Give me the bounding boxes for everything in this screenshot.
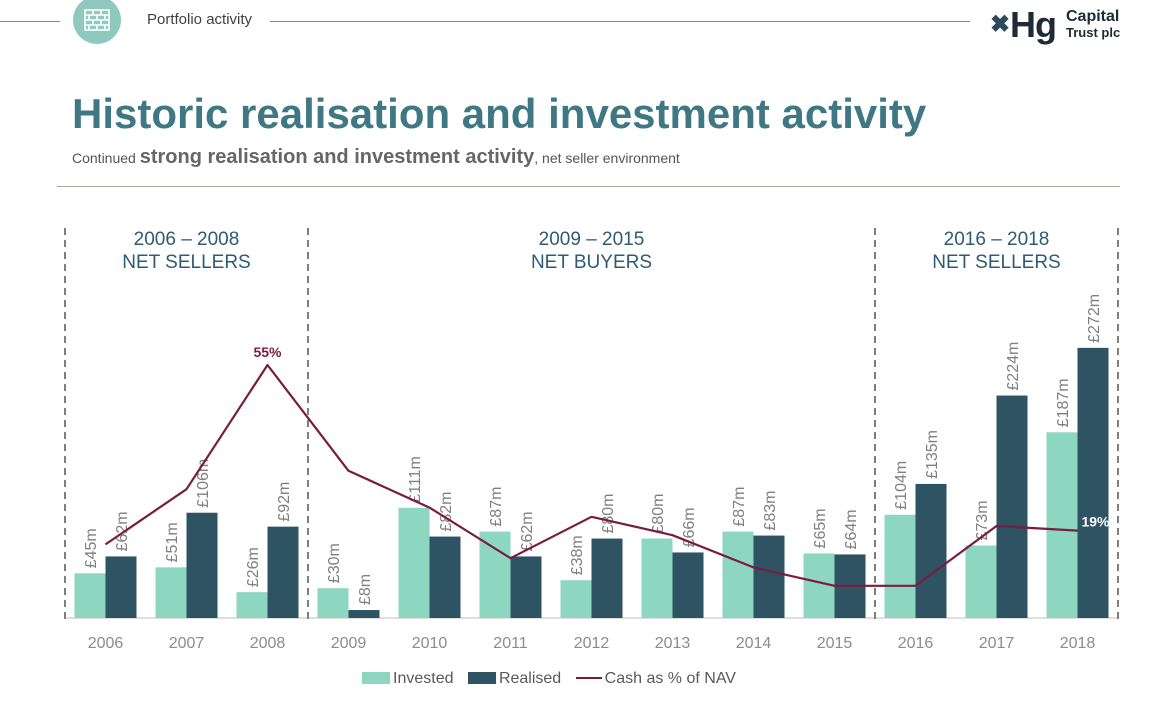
- legend-swatch-realised: [467, 671, 496, 684]
- data-label-invested-2008: £26m: [245, 547, 262, 587]
- logo-trust-text: Trust plc: [1066, 25, 1121, 40]
- legend-label-realised: Realised: [498, 670, 562, 687]
- brick-wall-icon: [73, 0, 121, 44]
- bar-realised-2016: [915, 483, 947, 618]
- bar-realised-2014: [753, 535, 785, 618]
- data-label-realised-2017: £224m: [1005, 342, 1022, 391]
- data-label-realised-2006: £62m: [114, 511, 131, 551]
- data-label-realised-2012: £80m: [600, 494, 617, 534]
- bar-invested-2016: [884, 514, 916, 618]
- bar-realised-2009: [348, 610, 380, 618]
- x-tick-2007: 2007: [169, 635, 205, 652]
- bar-invested-2011: [479, 531, 511, 618]
- data-label-realised-2007: £106m: [195, 459, 212, 508]
- x-tick-2011: 2011: [493, 635, 528, 652]
- chart-legend: Invested Realised Cash as % of NAV: [362, 669, 746, 689]
- x-tick-2008: 2008: [250, 635, 286, 652]
- data-label-realised-2014: £83m: [762, 491, 779, 531]
- bar-realised-2007: [186, 512, 218, 618]
- logo-hg-text: Hg: [1010, 4, 1057, 45]
- data-label-invested-2012: £38m: [569, 535, 586, 575]
- bar-invested-2008: [236, 592, 268, 618]
- legend-item-invested: Invested: [362, 669, 453, 689]
- x-tick-2010: 2010: [412, 635, 448, 652]
- header-rule: [270, 21, 970, 22]
- data-label-realised-2015: £64m: [843, 509, 860, 549]
- bar-realised-2017: [996, 395, 1028, 618]
- subtitle-prefix: Continued: [72, 150, 140, 166]
- logo-cross-icon: ✖: [990, 11, 1011, 38]
- top-bar: Portfolio activity ✖ Hg Capital Trust pl…: [0, 0, 1162, 45]
- x-tick-2015: 2015: [817, 635, 853, 652]
- legend-item-cash: Cash as % of NAV: [575, 669, 736, 689]
- bar-invested-2014: [722, 531, 754, 618]
- data-label-invested-2016: £104m: [893, 461, 910, 510]
- data-label-invested-2007: £51m: [164, 522, 181, 562]
- subtitle-suffix: , net seller environment: [534, 150, 680, 166]
- line-label-2018: 19%: [1081, 514, 1110, 530]
- bar-invested-2010: [398, 507, 430, 618]
- hg-capital-logo: ✖ Hg Capital Trust plc: [990, 4, 1130, 45]
- legend-line-cash: [575, 676, 602, 679]
- period-label-2: NET SELLERS: [932, 252, 1060, 273]
- data-label-realised-2013: £66m: [681, 507, 698, 547]
- x-tick-2018: 2018: [1060, 635, 1096, 652]
- bar-invested-2007: [155, 567, 187, 618]
- x-tick-2014: 2014: [736, 635, 772, 652]
- data-label-realised-2008: £92m: [276, 482, 293, 522]
- period-label-0: NET SELLERS: [122, 252, 250, 273]
- logo-capital-text: Capital: [1066, 8, 1120, 25]
- period-years-0: 2006 – 2008: [134, 229, 240, 250]
- bar-invested-2018: [1046, 432, 1078, 618]
- x-tick-2017: 2017: [979, 635, 1015, 652]
- header-rule-left: [0, 21, 60, 22]
- legend-swatch-invested: [362, 671, 390, 684]
- data-label-invested-2018: £187m: [1055, 378, 1072, 427]
- bar-invested-2012: [560, 580, 592, 618]
- x-tick-2006: 2006: [88, 635, 124, 652]
- bar-realised-2011: [510, 556, 542, 618]
- x-tick-2009: 2009: [331, 635, 367, 652]
- bar-realised-2013: [672, 552, 704, 618]
- data-label-invested-2010: £111m: [407, 456, 424, 503]
- legend-item-realised: Realised: [467, 669, 562, 689]
- legend-label-cash: Cash as % of NAV: [604, 670, 736, 687]
- bar-invested-2006: [74, 573, 106, 618]
- subtitle-emphasis: strong realisation and investment activi…: [139, 146, 535, 168]
- data-label-realised-2011: £62m: [519, 511, 536, 551]
- x-tick-2013: 2013: [655, 635, 691, 652]
- bar-realised-2018: [1077, 347, 1109, 618]
- period-label-1: NET BUYERS: [531, 252, 652, 273]
- page-subtitle: Continued strong realisation and investm…: [72, 146, 680, 169]
- line-label-2008: 55%: [253, 344, 282, 360]
- data-label-invested-2011: £87m: [488, 487, 505, 527]
- period-years-1: 2009 – 2015: [539, 229, 645, 250]
- bar-invested-2009: [317, 588, 349, 618]
- bar-realised-2012: [591, 538, 623, 618]
- data-label-invested-2013: £80m: [650, 494, 667, 534]
- data-label-invested-2014: £87m: [731, 487, 748, 527]
- bar-invested-2013: [641, 538, 673, 618]
- data-label-realised-2018: £272m: [1086, 294, 1103, 343]
- data-label-invested-2017: £73m: [974, 500, 991, 540]
- bar-realised-2010: [429, 536, 461, 618]
- data-label-realised-2010: £82m: [438, 492, 455, 532]
- bar-realised-2006: [105, 556, 137, 618]
- bar-invested-2017: [965, 545, 997, 618]
- data-label-realised-2009: £8m: [357, 574, 374, 605]
- x-tick-2012: 2012: [574, 635, 610, 652]
- data-label-invested-2009: £30m: [326, 543, 343, 583]
- legend-label-invested: Invested: [393, 670, 454, 687]
- page-title: Historic realisation and investment acti…: [72, 90, 927, 137]
- bar-realised-2008: [267, 526, 299, 618]
- data-label-realised-2016: £135m: [924, 430, 941, 479]
- section-label: Portfolio activity: [147, 11, 253, 28]
- data-label-invested-2015: £65m: [812, 508, 829, 548]
- title-rule: [57, 186, 1120, 187]
- period-years-2: 2016 – 2018: [944, 229, 1050, 250]
- x-tick-2016: 2016: [898, 635, 934, 652]
- data-label-invested-2006: £45m: [83, 528, 100, 568]
